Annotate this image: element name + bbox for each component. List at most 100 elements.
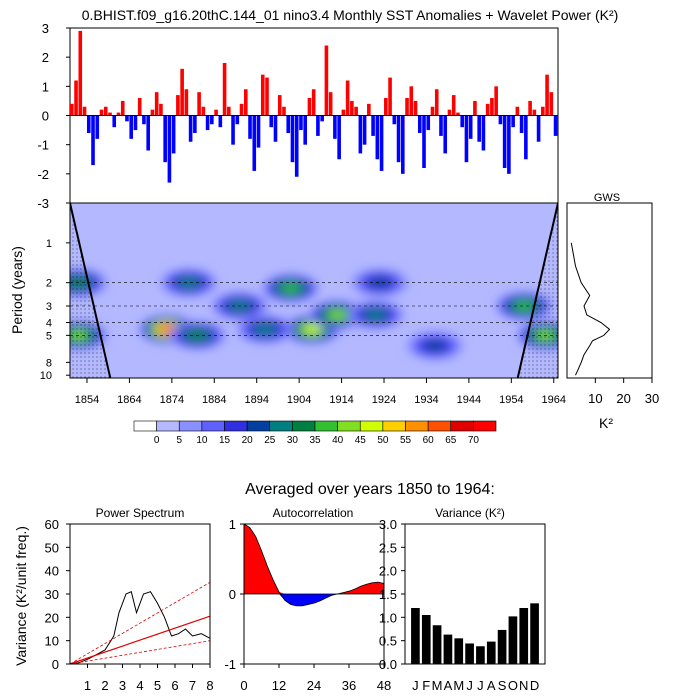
colorbar-label: 50 [377,435,389,446]
power-spectrum-series [69,615,211,665]
variance-bar [411,608,420,664]
sst-bar [137,98,142,116]
variance-bar [454,638,464,664]
wavelet-y-label: Period (years) [9,246,25,334]
gws-x-label: K² [599,415,613,431]
gws-x-ticks: 10 20 30 [588,378,659,406]
power-spectrum-x-tick-label: 6 [171,678,178,693]
wavelet-x-tick-label: 1904 [287,394,311,406]
wavelet-x-tick-label: 1924 [372,394,396,406]
wavelet-power-contour [254,324,276,335]
sst-bar [553,115,558,136]
gws-x-tick-label: 30 [645,391,659,406]
power-spectrum-ticks: 0 10 20 30 40 50 60 1 2 3 4 5 6 7 8 [45,517,214,693]
sst-bar [507,115,511,174]
wavelet-x-tick-label: 1854 [75,394,99,406]
cone-of-influence [70,203,558,378]
sst-bar [490,98,494,116]
sst-bar [494,86,498,116]
variance-y-tick-label: 2.0 [379,564,397,579]
power-spectrum-series [69,591,211,665]
sst-bar [524,115,528,160]
variance-ticks: 3.02.52.01.51.00.50.0J F M A M J J A S O N D [379,517,539,693]
colorbar-label: 15 [219,435,231,446]
wavelet-y-tick-label: 8 [46,357,52,369]
colorbar-swatch [450,420,474,432]
colorbar-swatch [359,420,384,432]
power-spectrum-x-tick-label: 5 [154,678,161,693]
autocorrelation-title: Autocorrelation [273,506,354,520]
sst-bar [184,89,189,116]
wavelet-y-tick-label: 3 [46,301,52,313]
variance-bar [497,629,507,664]
sst-bar [311,89,316,116]
sst-bar [260,74,265,116]
sst-bar [532,109,537,116]
sst-bar [163,115,167,163]
autocorrelation-y-tick-label: 0 [229,587,236,602]
sst-bar [167,115,172,183]
sst-bar [413,100,418,116]
variance-chart: Variance (K²) 3.02.52.01.51.00.50.0J F M A M… [379,506,546,693]
sst-bar [320,115,324,122]
sst-bar [154,92,159,116]
gws-line [570,242,611,376]
sst-bar [481,115,486,151]
colorbar-swatch [382,420,406,432]
sst-bar [375,115,380,160]
colorbar-swatch [224,420,248,432]
wavelet-y-tick-label: 10 [40,370,52,382]
sst-bar [434,89,439,116]
sst-bar [299,115,303,131]
wavelet-x-tick-label: 1954 [499,394,523,406]
variance-x-tick-label: M [453,678,464,693]
sst-bar [180,68,184,116]
autocorrelation-negative-fill [244,594,384,606]
sst-bar [409,86,414,116]
sst-bar [477,115,481,142]
sst-bar [392,115,397,125]
power-spectrum-x-tick-label: 2 [101,678,108,693]
colorbar-swatch [269,420,293,432]
colorbar-swatch [427,420,452,432]
coi-curve-right [516,203,558,378]
sst-bar [430,106,435,116]
wavelet-x-tick-label: 1914 [329,394,353,406]
variance-x-tick-label: M [432,678,443,693]
sst-bar [371,115,375,136]
variance-x-tick-label: O [508,678,518,693]
colorbar-label: 70 [468,435,480,446]
variance-bars [411,603,539,664]
sst-bar [439,115,443,136]
sst-bar [422,115,426,168]
sst-bar [541,106,545,116]
variance-title: Variance (K²) [435,506,505,520]
colorbar-swatch [133,420,157,432]
variance-bar [476,646,485,664]
variance-bar [465,643,474,664]
sst-bar [277,95,282,116]
power-spectrum-y-label: Variance (K²/unit freq.) [13,526,29,666]
sst-bar [86,115,91,133]
averaged-title: Averaged over years 1850 to 1964: [245,481,495,498]
colorbar-label: 20 [242,435,254,446]
gws-title: GWS [594,192,620,204]
sst-bar [116,112,121,116]
sst-bar [464,115,469,163]
power-spectrum-y-tick-label: 10 [45,634,59,649]
sst-bar [337,115,341,160]
wavelet-power-contour [365,309,386,321]
sst-bar [316,115,320,136]
sst-bar [95,115,100,139]
sst-bar [456,112,460,116]
variance-y-tick-label: 0.0 [379,657,397,672]
variance-bar [432,625,442,664]
colorbar-label: 0 [154,435,160,446]
sst-bar [307,98,312,116]
power-spectrum-x-tick-label: 8 [206,678,213,693]
sst-bar [511,115,515,128]
power-spectrum-y-tick-label: 30 [45,587,59,602]
sst-bar [171,115,176,154]
wavelet-x-tick-label: 1864 [117,394,141,406]
